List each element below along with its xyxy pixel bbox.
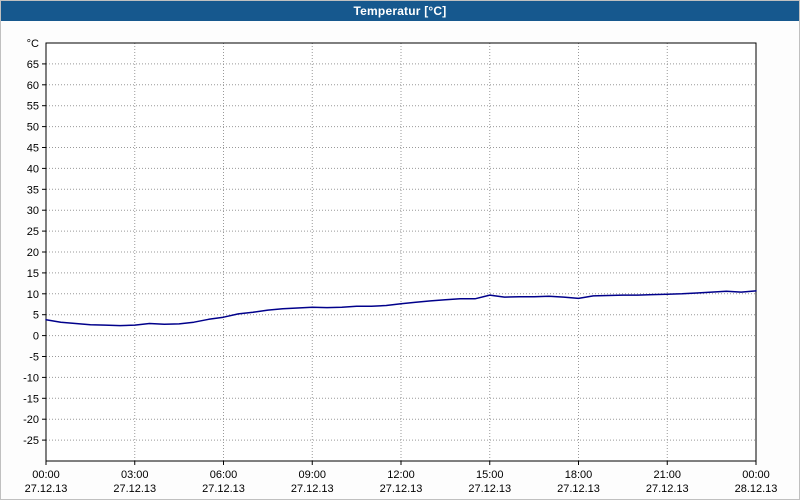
- y-tick-label: 10: [27, 289, 39, 301]
- y-tick-label: 60: [27, 80, 39, 92]
- y-axis-labels: °C65605550454035302520151050-5-10-15-20-…: [23, 38, 39, 447]
- window-title: Temperatur [°C]: [353, 4, 447, 18]
- x-tick-time-label: 15:00: [476, 469, 504, 481]
- x-tick-time-label: 06:00: [210, 469, 238, 481]
- x-tick-date-label: 27.12.13: [646, 483, 689, 495]
- y-axis-unit-label: °C: [27, 38, 39, 50]
- y-tick-label: 20: [27, 247, 39, 259]
- x-tick-date-label: 27.12.13: [25, 483, 68, 495]
- x-axis-labels: 00:00 27.12.13 03:00 27.12.13 06:00 27.12.13 0…: [25, 469, 778, 495]
- y-tick-label: 25: [27, 226, 39, 238]
- y-tick-label: -5: [29, 352, 39, 364]
- x-tick-date-label: 27.12.13: [202, 483, 245, 495]
- x-tick-date-label: 27.12.13: [380, 483, 423, 495]
- y-tick-label: 0: [33, 331, 39, 343]
- axis-ticks: [42, 63, 757, 465]
- titlebar: Temperatur [°C]: [1, 1, 799, 21]
- x-tick-date-label: 27.12.13: [468, 483, 511, 495]
- x-tick-date-label: 27.12.13: [113, 483, 156, 495]
- temperature-chart: °C65605550454035302520151050-5-10-15-20-…: [23, 38, 778, 495]
- y-tick-label: -20: [23, 414, 39, 426]
- y-tick-label: 45: [27, 143, 39, 155]
- y-tick-label: -10: [23, 372, 39, 384]
- x-tick-date-label: 27.12.13: [557, 483, 600, 495]
- x-tick-date-label: 28.12.13: [735, 483, 778, 495]
- y-tick-label: 40: [27, 163, 39, 175]
- chart-area: °C 65 60 55 50 45 40 35 30 25 20 15 10 5 0 -5 -10 -15 -20-…: [1, 21, 799, 499]
- y-tick-label: -25: [23, 435, 39, 447]
- y-tick-label: 5: [33, 310, 39, 322]
- y-tick-label: 15: [27, 268, 39, 280]
- grid-lines: [45, 43, 757, 461]
- x-tick-time-label: 21:00: [653, 469, 681, 481]
- x-tick-time-label: 09:00: [298, 469, 326, 481]
- x-tick-time-label: 18:00: [565, 469, 593, 481]
- y-tick-label: 35: [27, 184, 39, 196]
- x-tick-time-label: 00:00: [32, 469, 60, 481]
- y-tick-label: 50: [27, 122, 39, 134]
- x-tick-date-label: 27.12.13: [291, 483, 334, 495]
- x-tick-time-label: 03:00: [121, 469, 149, 481]
- temperature-series-line: [45, 290, 757, 327]
- y-tick-label: 65: [27, 59, 39, 71]
- x-tick-time-label: 00:00: [742, 469, 770, 481]
- y-tick-label: 55: [27, 101, 39, 113]
- x-tick-time-label: 12:00: [387, 469, 415, 481]
- y-tick-label: 30: [27, 205, 39, 217]
- y-tick-label: -15: [23, 393, 39, 405]
